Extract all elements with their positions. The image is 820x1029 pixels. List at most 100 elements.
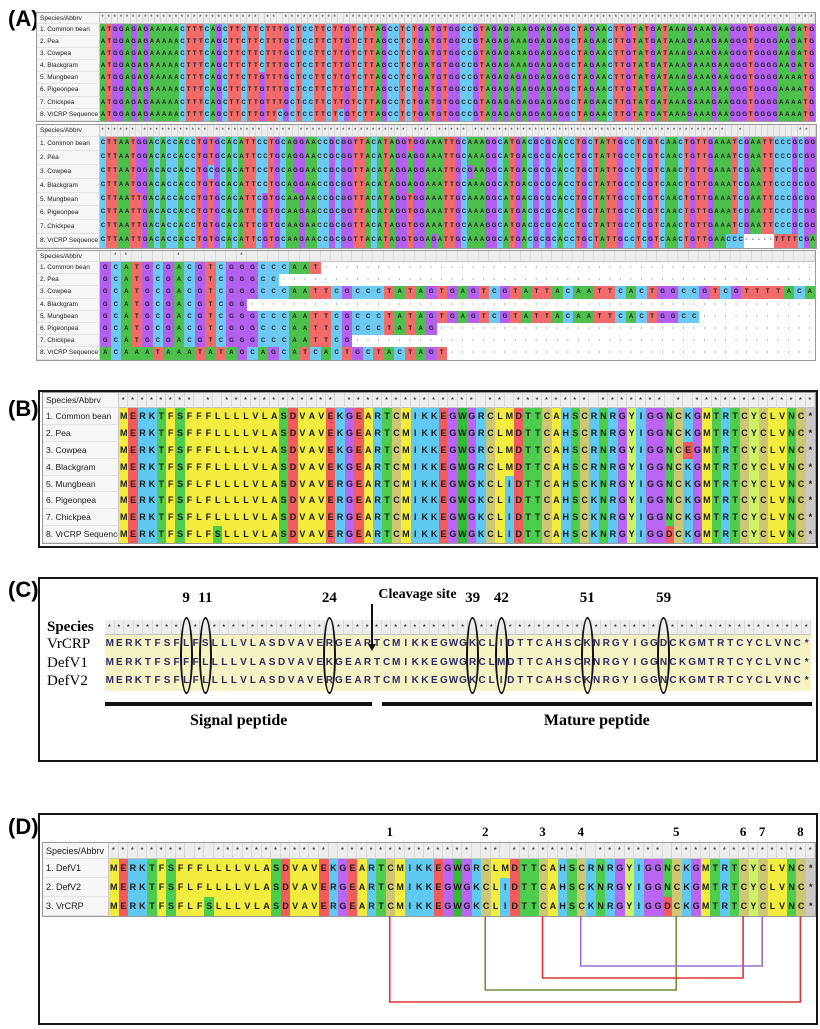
residue-cell: V xyxy=(297,526,308,544)
residue-cell: · xyxy=(457,298,469,311)
residue-cell: T xyxy=(205,335,216,348)
residue-cell: C xyxy=(352,322,363,336)
residue-cell: C xyxy=(370,234,377,249)
residue-cell: C xyxy=(152,310,164,323)
residue-cell: G xyxy=(262,192,269,207)
consensus-cell: * xyxy=(350,13,357,24)
residue-cell: K xyxy=(133,653,144,673)
residue-cell: E xyxy=(118,878,129,897)
residue-cell: C xyxy=(154,234,161,249)
residue-cell: M xyxy=(109,897,119,916)
residue-cell: S xyxy=(204,897,215,916)
residue-cell: L xyxy=(231,408,242,425)
consensus-cell: * xyxy=(716,620,726,635)
residue-cell: · xyxy=(699,347,710,360)
residue-cell: T xyxy=(711,424,721,442)
residue-cell: · xyxy=(320,298,332,311)
residue-cell: G xyxy=(202,206,209,221)
residue-cell: C xyxy=(607,96,614,109)
residue-cell: C xyxy=(405,72,412,85)
consensus-cell: * xyxy=(739,393,750,408)
residue-cell: T xyxy=(313,60,320,73)
residue-cell: V xyxy=(305,635,316,654)
residue-cell: G xyxy=(625,96,632,109)
residue-cell: C xyxy=(587,192,594,207)
residue-cell: A xyxy=(299,897,310,916)
cysteine-number: 1 xyxy=(386,824,393,839)
residue-cell: G xyxy=(689,178,696,193)
residue-cell: C xyxy=(334,220,341,235)
consensus-cell: * xyxy=(655,13,663,24)
residue-cell: K xyxy=(420,492,430,510)
residue-cell: G xyxy=(515,150,522,165)
consensus-cell: * xyxy=(219,620,230,635)
residue-cell: C xyxy=(280,206,287,221)
residue-cell: A xyxy=(583,286,595,299)
residue-cell: K xyxy=(683,509,693,527)
species-label: 1. Common bean xyxy=(37,137,100,151)
consensus-cell: * xyxy=(681,843,692,859)
consensus-cell: * xyxy=(166,843,176,859)
residue-cell: T xyxy=(277,48,284,61)
consensus-cell: * xyxy=(689,125,696,137)
residue-cell: G xyxy=(247,274,258,287)
residue-cell: F xyxy=(184,424,195,442)
consensus-cell: * xyxy=(417,13,424,24)
residue-cell: A xyxy=(118,206,125,221)
residue-cell: · xyxy=(562,335,574,348)
residue-cell: C xyxy=(373,310,384,323)
residue-cell: A xyxy=(671,178,678,193)
residue-cell: F xyxy=(175,878,186,897)
residue-cell: A xyxy=(436,234,443,249)
residue-cell: G xyxy=(163,335,174,348)
consensus-cell: * xyxy=(175,843,186,859)
residue-cell: C xyxy=(562,286,574,299)
residue-cell: R xyxy=(476,408,486,425)
residue-cell: A xyxy=(599,150,606,165)
consensus-cell xyxy=(552,251,563,262)
residue-cell: Y xyxy=(749,492,759,510)
residue-cell: T xyxy=(785,234,792,249)
residue-cell: E xyxy=(438,424,449,442)
residue-cell: A xyxy=(307,424,317,442)
residue-cell: Y xyxy=(620,672,631,691)
residue-cell: W xyxy=(457,509,468,527)
residue-cell: C xyxy=(110,310,122,323)
residue-cell: C xyxy=(542,441,552,459)
residue-cell: L xyxy=(260,526,270,544)
residue-cell: V xyxy=(316,441,326,459)
residue-cell: G xyxy=(274,178,281,193)
residue-cell: A xyxy=(121,322,132,336)
residue-cell: C xyxy=(497,178,504,193)
residue-cell: N xyxy=(786,859,797,878)
residue-cell: · xyxy=(341,262,353,275)
residue-cell: · xyxy=(468,335,479,348)
residue-cell: E xyxy=(354,475,364,493)
residue-cell: C xyxy=(739,424,750,442)
consensus-cell xyxy=(664,393,674,408)
consensus-cell: * xyxy=(429,13,437,24)
consensus-cell: * xyxy=(261,843,272,859)
residue-cell: M xyxy=(119,424,129,442)
residue-cell: R xyxy=(608,526,618,544)
residue-cell: Y xyxy=(620,653,631,673)
residue-cell: S xyxy=(267,635,277,654)
residue-cell: A xyxy=(173,298,185,311)
residue-cell: Y xyxy=(749,509,759,527)
residue-cell: T xyxy=(382,164,389,179)
residue-cell: C xyxy=(563,178,570,193)
residue-cell: E xyxy=(325,408,336,425)
residue-cell: C xyxy=(222,36,229,49)
alignment-row: 4. Blackgram M E R K T F S F F F L L L L V L A S D V A V E K G E A R… xyxy=(43,458,816,476)
residue-cell: K xyxy=(147,424,157,442)
residue-cell: V xyxy=(238,672,249,691)
residue-cell: L xyxy=(229,653,239,673)
residue-cell: T xyxy=(313,72,320,85)
residue-cell: T xyxy=(106,192,113,207)
residue-cell: H xyxy=(561,458,571,476)
residue-cell: G xyxy=(649,108,656,121)
residue-cell: A xyxy=(796,36,803,49)
residue-cell: C xyxy=(673,509,684,527)
residue-cell: A xyxy=(539,24,546,37)
residue-cell: G xyxy=(809,178,816,193)
